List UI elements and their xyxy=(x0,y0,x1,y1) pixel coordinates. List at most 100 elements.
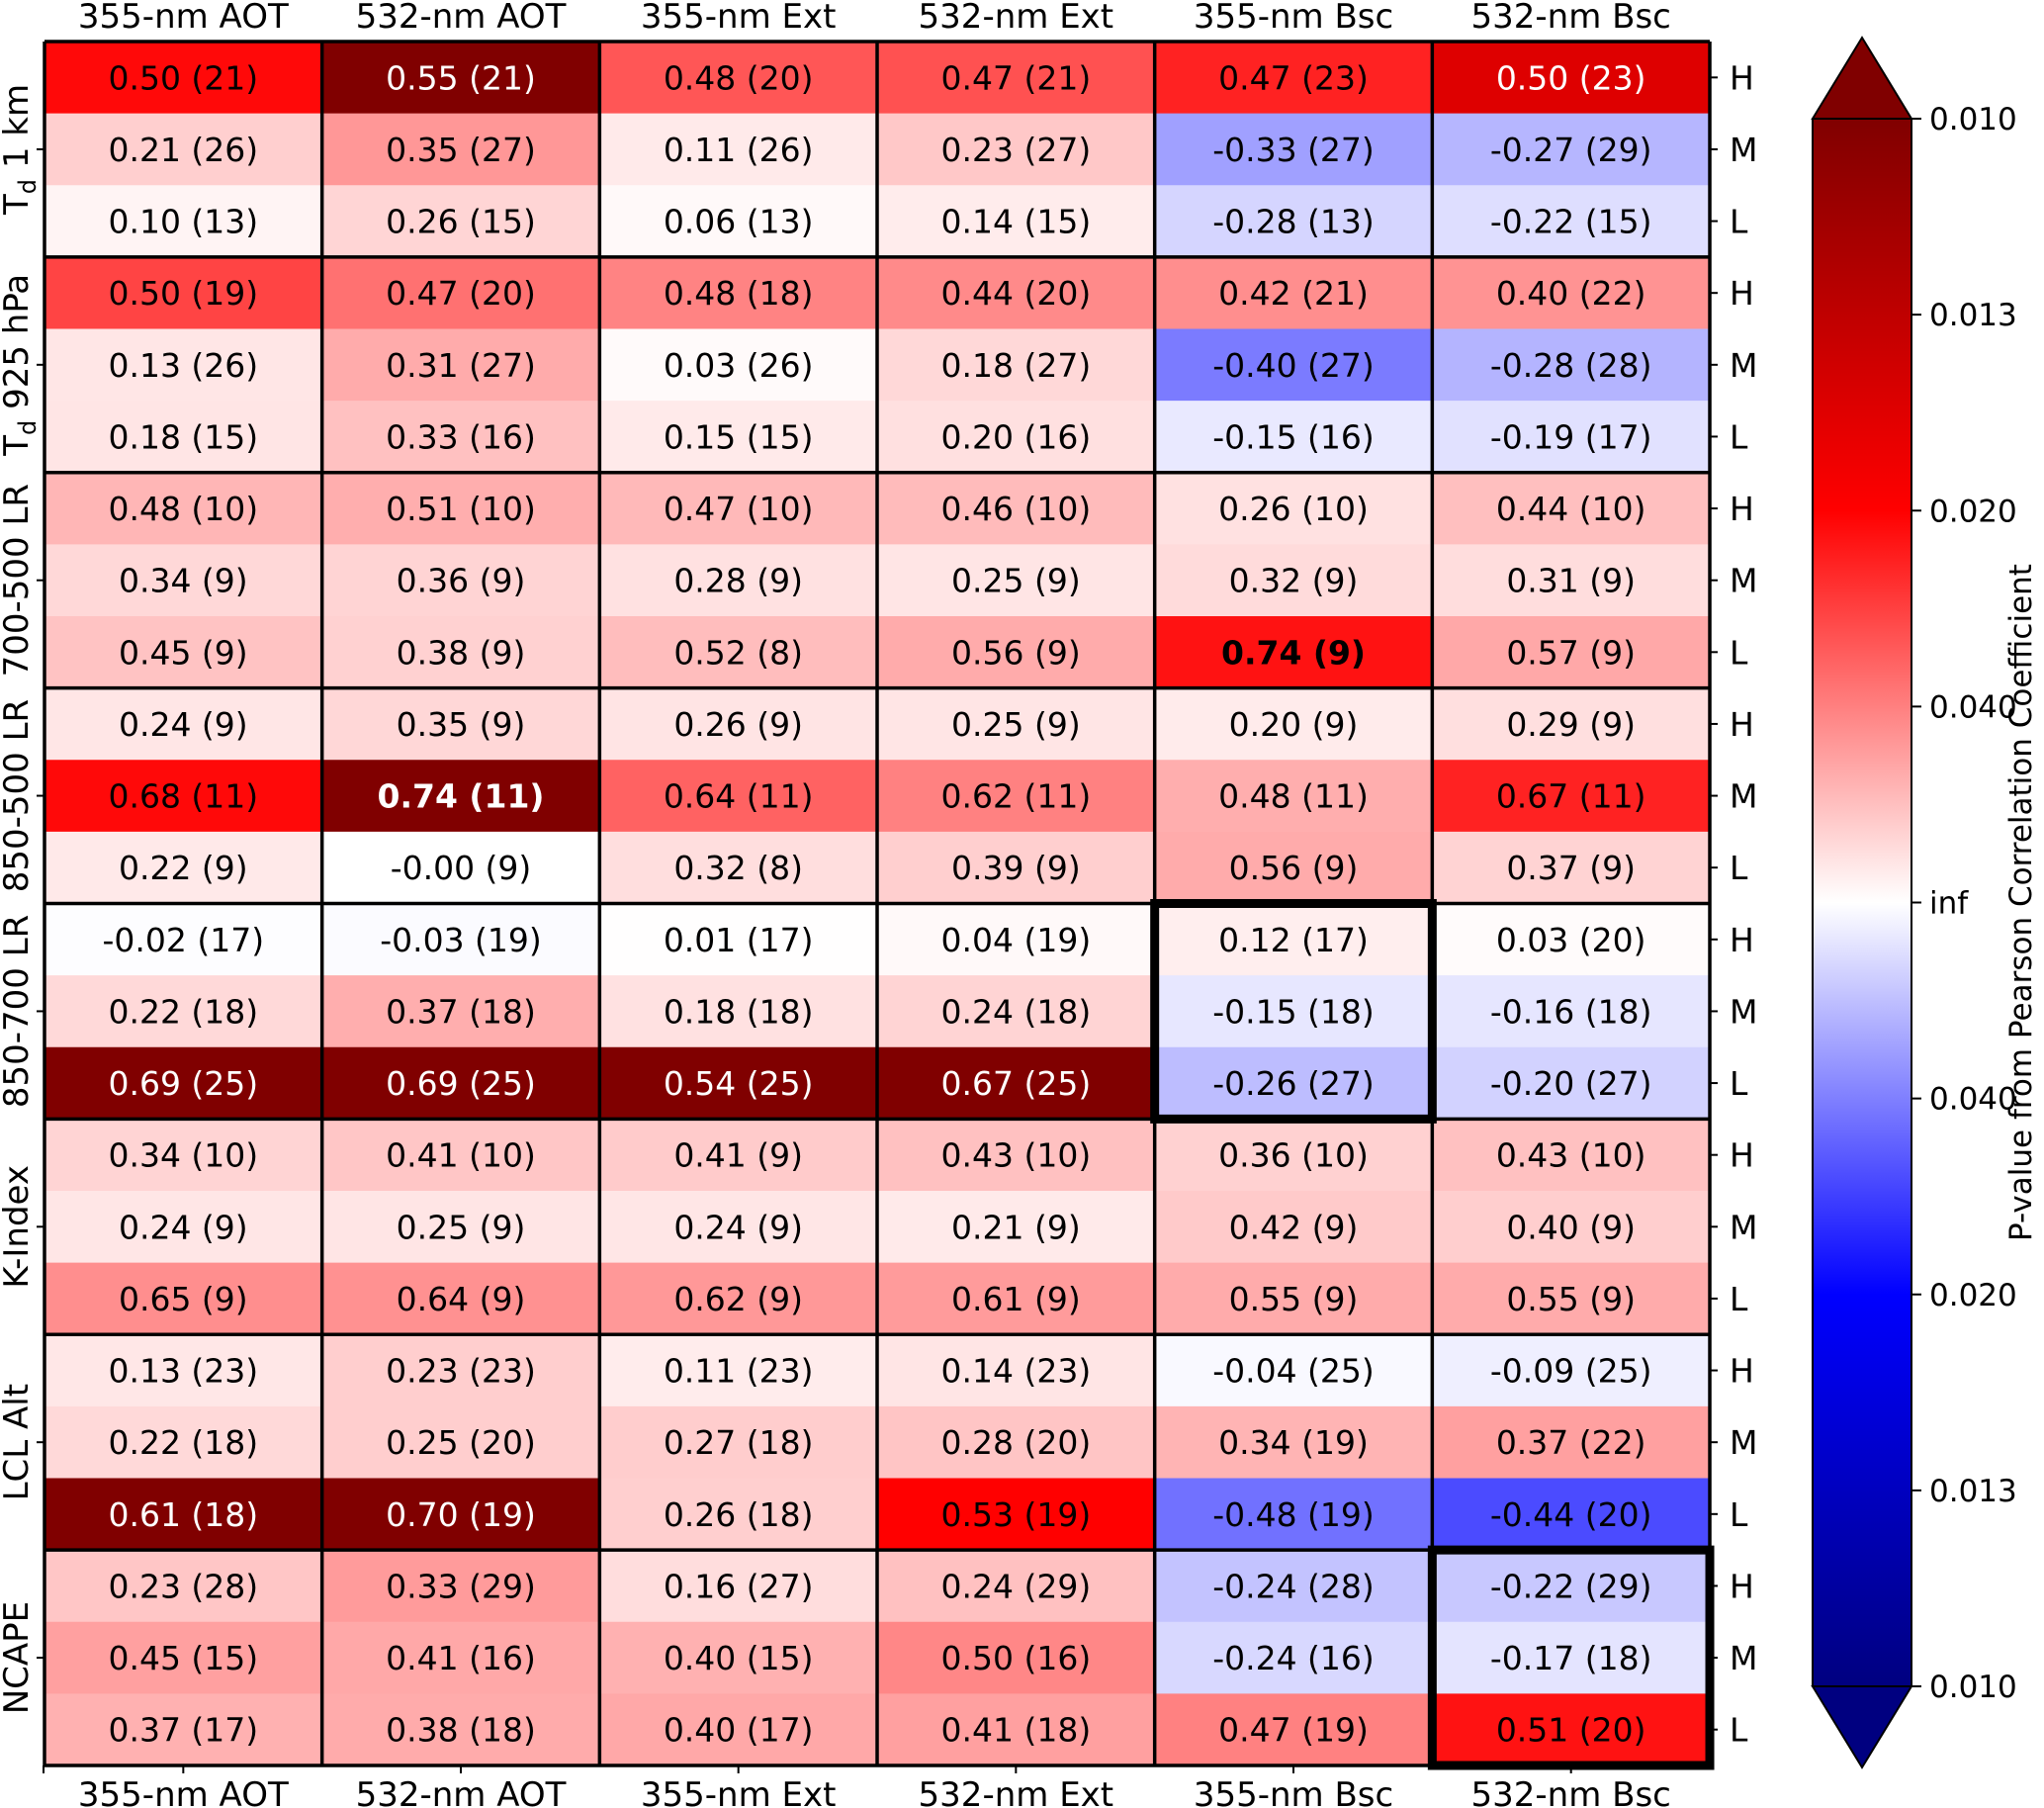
cell-value-label: -0.02 (17) xyxy=(103,921,265,959)
cell-value-label: 0.47 (10) xyxy=(664,490,814,528)
axis-labels: 355-nm AOT 355-nm AOT 532-nm AOT 532-nm AOT… xyxy=(0,0,1758,1808)
level-label: M xyxy=(1730,777,1757,816)
cell-value-label: 0.22 (18) xyxy=(108,992,258,1031)
heatmap-cell xyxy=(877,831,1156,904)
heatmap-cell xyxy=(1154,1262,1433,1335)
cell-value-label: 0.54 (25) xyxy=(664,1064,814,1103)
heatmap-cell xyxy=(599,616,878,689)
cell-value-label: 0.48 (10) xyxy=(108,490,258,528)
level-label: L xyxy=(1730,203,1748,241)
heatmap-cell xyxy=(599,1119,878,1192)
heatmap-cell xyxy=(877,1046,1156,1120)
heatmap-cell xyxy=(877,975,1156,1048)
column-label-bottom: 532-nm Bsc xyxy=(1470,1775,1670,1808)
heatmap-cell xyxy=(1154,1550,1433,1623)
heatmap-cell xyxy=(1432,1046,1711,1120)
heatmap-cell xyxy=(321,1405,600,1479)
column-label-top: 532-nm AOT xyxy=(356,0,567,37)
cell-value-label: 0.48 (20) xyxy=(664,58,814,97)
heatmap-cell xyxy=(877,903,1156,976)
level-label: H xyxy=(1730,705,1754,744)
cell-value-label: 0.25 (20) xyxy=(386,1423,536,1462)
cell-value-label: 0.64 (9) xyxy=(397,1280,526,1318)
cell-value-label: 0.62 (11) xyxy=(940,777,1091,816)
heatmap-cell xyxy=(599,903,878,976)
cell-value-label: -0.09 (25) xyxy=(1490,1352,1652,1391)
level-label: L xyxy=(1730,849,1748,887)
cell-value-label: 0.03 (20) xyxy=(1496,921,1646,959)
colorbar-tick-label: 0.020 xyxy=(1929,1278,2017,1313)
cell-value-label: 0.51 (20) xyxy=(1496,1711,1646,1750)
heatmap-cell xyxy=(1154,328,1433,402)
heatmap-cell xyxy=(321,256,600,329)
heatmap-cell xyxy=(877,687,1156,761)
heatmap-cell xyxy=(599,1693,878,1766)
cell-value-label: 0.47 (19) xyxy=(1218,1711,1369,1750)
cell-value-label: 0.42 (21) xyxy=(1218,274,1369,313)
cell-value-label: 0.26 (10) xyxy=(1218,490,1369,528)
cell-value-label: 0.32 (9) xyxy=(1229,562,1359,600)
cell-value-label: 0.18 (15) xyxy=(108,417,258,456)
cell-value-label: 0.61 (18) xyxy=(108,1495,258,1534)
heatmap-cell xyxy=(877,1550,1156,1623)
cell-value-label: -0.04 (25) xyxy=(1212,1352,1375,1391)
heatmap-cell xyxy=(599,544,878,617)
heatmap-cell xyxy=(599,1334,878,1407)
cell-value-label: 0.21 (9) xyxy=(951,1208,1081,1246)
cell-value-label: 0.25 (9) xyxy=(951,705,1081,744)
heatmap-cell xyxy=(321,544,600,617)
heatmap-cell xyxy=(877,472,1156,545)
heatmap-cell xyxy=(44,1334,323,1407)
colorbar-bottom-extension xyxy=(1811,1685,1913,1769)
heatmap-cell xyxy=(599,256,878,329)
column-label-bottom: 355-nm Bsc xyxy=(1194,1775,1393,1808)
heatmap-cell xyxy=(599,472,878,545)
cell-value-label: 0.16 (27) xyxy=(664,1567,814,1605)
heatmap-cell xyxy=(44,401,323,474)
heatmap-cell xyxy=(1432,903,1711,976)
heatmap-cell xyxy=(1432,616,1711,689)
highlight-box xyxy=(1150,899,1437,1124)
heatmap-cell xyxy=(599,760,878,833)
row-group-label: Td 925 hPa xyxy=(0,274,42,457)
cell-value-label: 0.34 (9) xyxy=(119,562,248,600)
cell-value-label: 0.41 (10) xyxy=(386,1136,536,1175)
cell-value-label: 0.50 (23) xyxy=(1496,58,1646,97)
heatmap-cell xyxy=(1154,256,1433,329)
heatmap-cell xyxy=(877,328,1156,402)
cell-value-label: 0.34 (10) xyxy=(108,1136,258,1175)
heatmap-cell xyxy=(321,831,600,904)
cell-value-label: 0.21 (26) xyxy=(108,131,258,169)
heatmap-cell xyxy=(44,328,323,402)
colorbar-tick-label: 0.020 xyxy=(1929,494,2017,529)
heatmap-cell xyxy=(1154,616,1433,689)
cell-value-label: 0.65 (9) xyxy=(119,1280,248,1318)
row-group-label: Td 1 km xyxy=(0,84,42,216)
heatmap-cell xyxy=(321,1119,600,1192)
heatmap-cell xyxy=(44,1119,323,1192)
cell-value-label: 0.55 (9) xyxy=(1229,1280,1359,1318)
heatmap-cell xyxy=(44,185,323,258)
cell-value-label: -0.16 (18) xyxy=(1490,992,1652,1031)
cell-value-label: -0.22 (15) xyxy=(1490,203,1652,241)
cell-value-label: 0.37 (9) xyxy=(1506,849,1636,887)
cell-value-label: 0.61 (9) xyxy=(951,1280,1081,1318)
cell-value-label: 0.40 (9) xyxy=(1506,1208,1636,1246)
cell-value-label: 0.31 (27) xyxy=(386,346,536,385)
heatmap-cell xyxy=(1154,1621,1433,1694)
cell-value-label: 0.46 (10) xyxy=(940,490,1091,528)
cell-value-label: 0.44 (10) xyxy=(1496,490,1646,528)
cell-value-label: 0.36 (9) xyxy=(397,562,526,600)
cell-value-label: 0.45 (9) xyxy=(119,633,248,672)
cell-value-label: -0.28 (13) xyxy=(1212,203,1375,241)
level-label: H xyxy=(1730,490,1754,528)
cell-value-label: 0.57 (9) xyxy=(1506,633,1636,672)
colorbar-gradient xyxy=(1813,119,1911,1686)
cell-value-label: -0.19 (17) xyxy=(1490,417,1652,456)
heatmap-cell xyxy=(877,1621,1156,1694)
cell-value-label: -0.22 (29) xyxy=(1490,1567,1652,1605)
heatmap-cell xyxy=(1154,544,1433,617)
cell-value-label: 0.45 (15) xyxy=(108,1639,258,1677)
heatmap-cell xyxy=(1432,328,1711,402)
level-label: H xyxy=(1730,1567,1754,1605)
